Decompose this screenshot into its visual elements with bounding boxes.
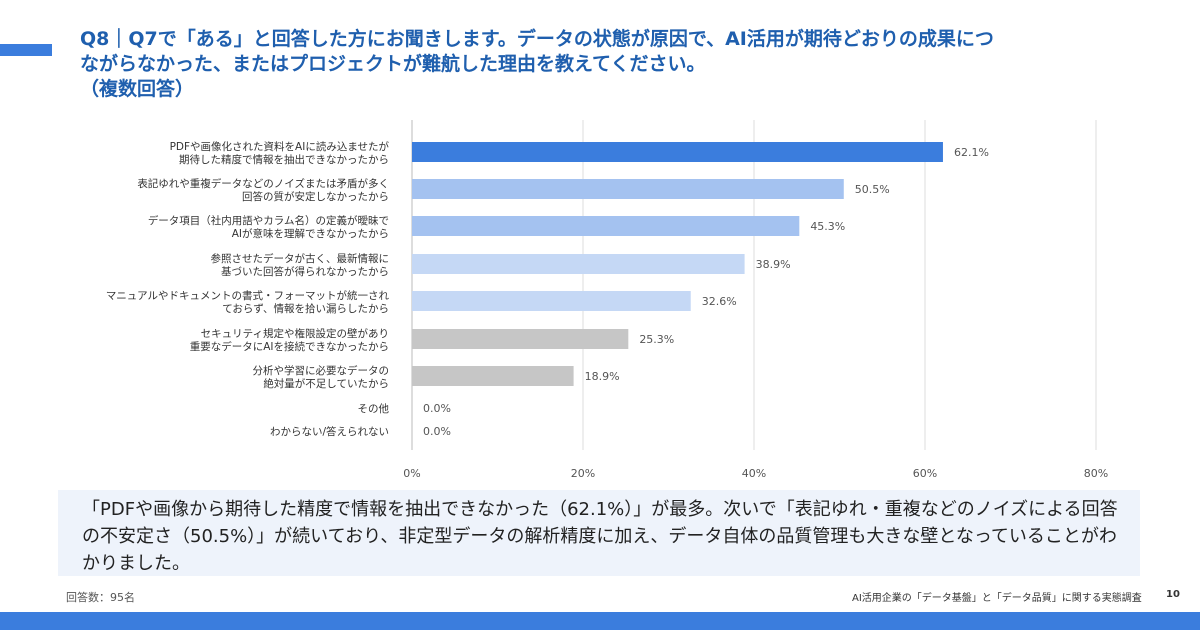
- bar: [412, 216, 800, 236]
- bar: [412, 329, 629, 349]
- page-number: 10: [1166, 589, 1180, 600]
- x-tick-label: 0%: [403, 467, 420, 480]
- category-label: 分析や学習に必要なデータの絶対量が不足していたから: [253, 364, 390, 390]
- category-label: マニュアルやドキュメントの書式・フォーマットが統一されておらず、情報を拾い漏らし…: [106, 289, 390, 315]
- category-label: セキュリティ規定や権限設定の壁があり重要なデータにAIを接続できなかったから: [190, 327, 389, 353]
- x-tick-label: 80%: [1084, 467, 1108, 480]
- data-label: 18.9%: [585, 370, 620, 383]
- data-label: 62.1%: [954, 146, 989, 159]
- data-label: 38.9%: [756, 258, 791, 271]
- data-label: 0.0%: [423, 402, 451, 415]
- x-tick-label: 40%: [742, 467, 766, 480]
- survey-name: AI活用企業の「データ基盤」と「データ品質」に関する実態調査: [852, 593, 1142, 604]
- chart-labels: 0% 20% 40% 60% 80% 62.1% PDFや画像化された資料をAIに読み込ませ…: [106, 140, 1108, 480]
- category-label: データ項目（社内用語やカラム名）の定義が曖昧で AIが意味を理解できなかったから: [148, 214, 389, 240]
- bar: [412, 291, 691, 311]
- category-label: 参照させたデータが古く、最新情報に基づいた回答が得られなかったから: [211, 252, 390, 278]
- data-label: 25.3%: [639, 333, 674, 346]
- data-label: 32.6%: [702, 295, 737, 308]
- title-accent-bar: [0, 44, 52, 56]
- x-tick-label: 20%: [571, 467, 595, 480]
- chart-bars: [412, 142, 943, 386]
- bar: [412, 142, 943, 162]
- summary-box: 「PDFや画像から期待した精度で情報を抽出できなかった（62.1%）」が最多。次…: [58, 490, 1140, 576]
- data-label: 45.3%: [810, 220, 845, 233]
- x-tick-label: 60%: [913, 467, 937, 480]
- category-label: 表記ゆれや重複データなどのノイズまたは矛盾が多く回答の質が安定しなかったから: [137, 177, 389, 203]
- category-label: わからない/答えられない: [270, 425, 389, 438]
- data-label: 50.5%: [855, 183, 890, 196]
- respondent-count: 回答数：95名: [66, 591, 135, 604]
- data-label: 0.0%: [423, 425, 451, 438]
- category-label: その他: [358, 402, 390, 415]
- question-title: Q8｜Q7で「ある」と回答した方にお聞きします。データの状態が原因で、AI活用が…: [80, 28, 994, 100]
- bar: [412, 254, 745, 274]
- chart-grid: [411, 120, 1097, 450]
- summary-text: 「PDFや画像から期待した精度で情報を抽出できなかった（62.1%）」が最多。次…: [82, 499, 1118, 574]
- bar: [412, 366, 574, 386]
- bottom-accent-bar: [0, 612, 1200, 630]
- bar: [412, 179, 844, 199]
- category-label: PDFや画像化された資料をAIに読み込ませたが期待した精度で情報を抽出できなかっ…: [170, 140, 390, 166]
